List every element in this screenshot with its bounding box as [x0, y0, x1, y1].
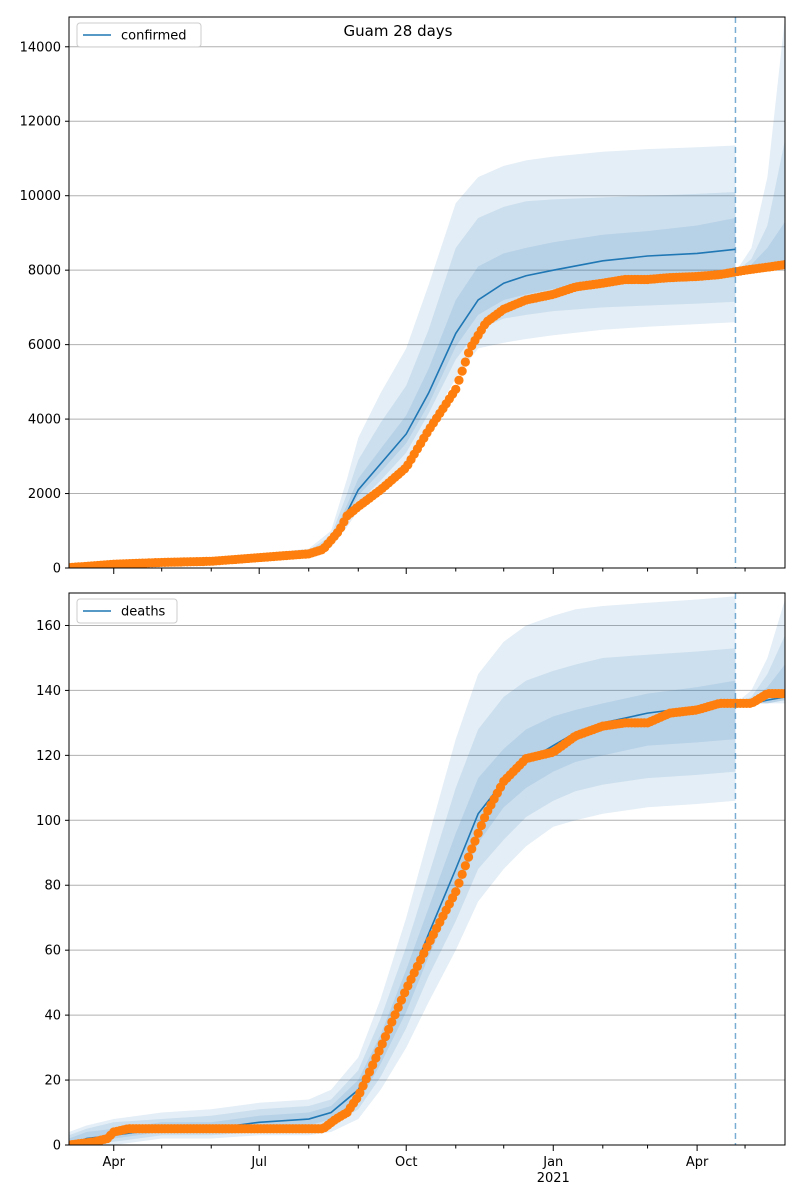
post-forecast-band	[735, 221, 785, 273]
observed-point	[454, 878, 464, 888]
x-tick-label: Apr	[103, 1155, 126, 1170]
legend-box	[76, 598, 178, 624]
figure-title: Guam 28 days	[344, 22, 453, 40]
y-tick-label: 0	[53, 562, 61, 577]
uncertainty-band	[69, 680, 736, 1145]
uncertainty-band	[69, 145, 736, 568]
observed-point	[396, 995, 407, 1005]
post-forecast-band	[735, 139, 785, 273]
y-tick-label: 140	[36, 684, 61, 699]
y-tick-label: 20	[44, 1074, 61, 1089]
uncertainty-band	[69, 218, 736, 568]
y-tick-label: 100	[36, 814, 61, 829]
x-tick-label: Jan	[542, 1155, 563, 1170]
observed-point	[463, 852, 474, 862]
observed-point	[479, 813, 490, 823]
observed-point	[457, 869, 467, 880]
panel-confirmed: 0 2000 4000 6000 8000 10000 12000 14000 confirme…	[20, 16, 786, 577]
axes-frame	[68, 16, 786, 569]
y-tick-label: 8000	[28, 264, 61, 279]
y-tick-label: 2000	[28, 487, 61, 502]
observed-point	[460, 861, 470, 871]
observed-point	[463, 348, 474, 358]
uncertainty-band	[69, 596, 736, 1145]
y-tick-label: 4000	[28, 413, 61, 428]
legend-label: deaths	[121, 605, 166, 620]
observed-point	[361, 1074, 371, 1084]
observed-point	[780, 689, 785, 699]
observed-point	[451, 887, 461, 897]
post-forecast-band	[735, 17, 785, 273]
observed-point	[355, 1088, 365, 1098]
observed-point	[358, 1081, 368, 1091]
observed-point	[460, 357, 470, 367]
legend: confirmed	[76, 22, 202, 48]
uncertainty-band	[69, 648, 736, 1145]
post-forecast-band	[735, 635, 785, 704]
y-tick-label: 60	[44, 944, 61, 959]
observed-point	[380, 1032, 391, 1042]
observed-point	[364, 1067, 375, 1077]
observed-point	[393, 1002, 403, 1013]
plot-area	[69, 17, 785, 568]
observed-point	[457, 366, 467, 376]
y-tick-label: 12000	[20, 115, 61, 130]
y-tick-label: 6000	[28, 338, 61, 353]
legend-label: confirmed	[121, 29, 187, 44]
observed-series	[69, 259, 785, 568]
observed-point	[454, 375, 464, 385]
observed-point	[387, 1017, 397, 1027]
observed-point	[470, 836, 480, 846]
y-tick-label: 160	[36, 619, 61, 634]
y-tick-label: 10000	[20, 189, 61, 204]
x-tick-label: Apr	[686, 1155, 709, 1170]
x-tick-sublabel: 2021	[537, 1171, 570, 1186]
y-tick-label: 40	[44, 1009, 61, 1024]
legend-box	[76, 22, 202, 48]
y-tick-label: 14000	[20, 40, 61, 55]
y-tick-label: 80	[44, 879, 61, 894]
y-tick-label: 0	[53, 1139, 61, 1154]
legend: deaths	[76, 598, 178, 624]
observed-point	[374, 1046, 384, 1056]
observed-point	[368, 1060, 378, 1070]
observed-series	[69, 689, 785, 1145]
observed-point	[371, 1053, 381, 1063]
x-tick-label: Oct	[395, 1155, 417, 1170]
observed-point	[451, 384, 461, 394]
observed-point	[384, 1024, 394, 1034]
post-forecast-band	[735, 599, 785, 704]
observed-point	[780, 259, 785, 270]
y-tick-label: 120	[36, 749, 61, 764]
observed-point	[476, 820, 486, 831]
x-tick-label: Jul	[250, 1155, 267, 1170]
observed-point	[467, 844, 477, 854]
observed-point	[400, 988, 410, 998]
observed-point	[377, 1039, 387, 1049]
plot-area	[69, 596, 785, 1145]
observed-point	[390, 1010, 400, 1020]
observed-point	[473, 828, 483, 838]
axes-frame	[68, 592, 786, 1146]
